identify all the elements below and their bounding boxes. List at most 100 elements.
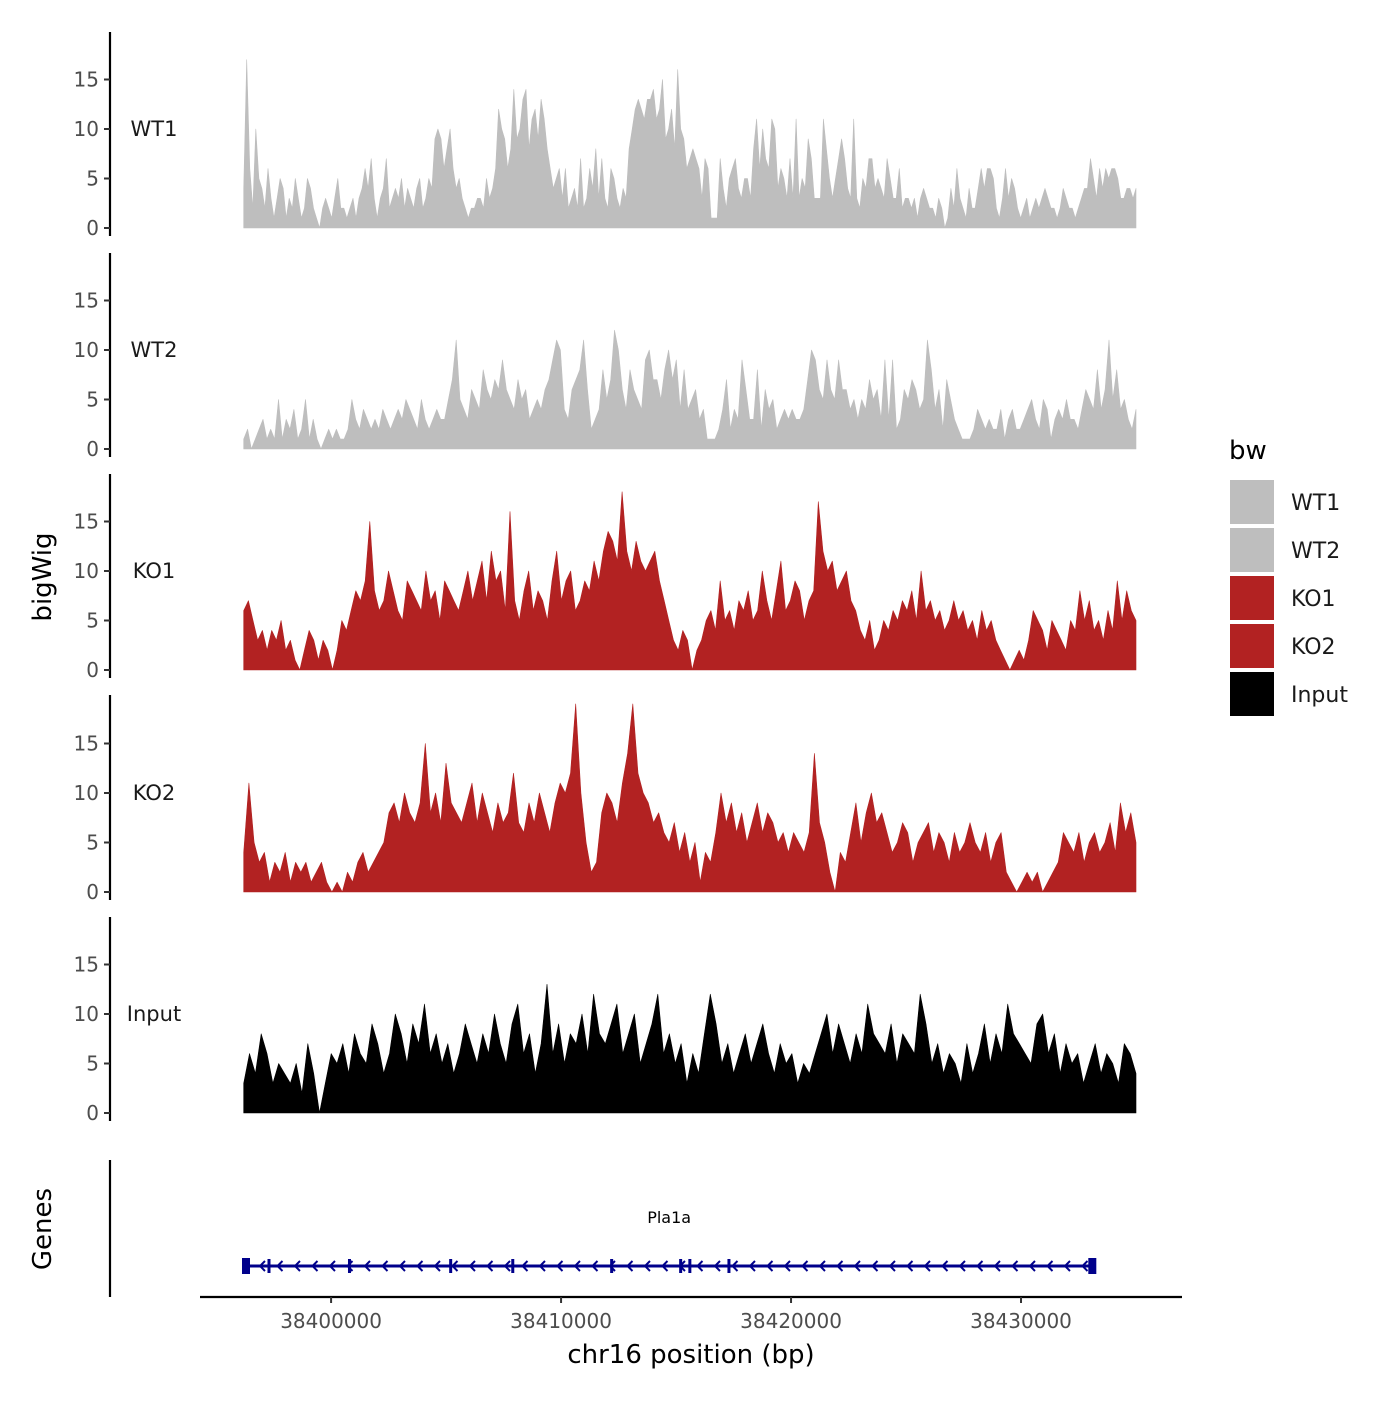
strand-arrow	[311, 1260, 319, 1272]
track-label: KO2	[133, 781, 176, 805]
strand-arrow	[626, 1260, 634, 1272]
y-tick-label: 15	[74, 68, 99, 92]
y-tick-label: 0	[86, 437, 99, 461]
strand-arrow	[696, 1260, 704, 1272]
y-tick-label: 0	[86, 880, 99, 904]
x-tick-label: 38420000	[740, 1309, 842, 1333]
legend-label: Input	[1291, 683, 1348, 708]
strand-arrow	[713, 1260, 721, 1272]
strand-arrow	[643, 1260, 651, 1272]
strand-arrow	[363, 1260, 371, 1272]
strand-arrow	[748, 1260, 756, 1272]
strand-arrow	[468, 1260, 476, 1272]
track-label: KO1	[133, 559, 176, 583]
exon	[347, 1259, 351, 1273]
legend-label: KO1	[1291, 587, 1336, 612]
y-tick-label: 10	[74, 1002, 99, 1026]
strand-arrow	[433, 1260, 441, 1272]
exon	[267, 1259, 271, 1273]
legend-swatch	[1230, 576, 1274, 620]
track-input: 0 5 10 15 Input	[74, 917, 1137, 1125]
strand-arrow	[328, 1260, 336, 1272]
legend-label: KO2	[1291, 635, 1336, 660]
y-tick-label: 5	[86, 167, 99, 191]
coverage-area-wt2	[243, 329, 1137, 450]
track-label: WT1	[131, 117, 178, 141]
legend-swatch	[1230, 528, 1274, 572]
legend-item-ko1: KO1	[1230, 576, 1336, 620]
strand-arrow	[661, 1260, 669, 1272]
coverage-area-ko2	[243, 703, 1137, 893]
strand-arrow	[906, 1260, 914, 1272]
x-tick-label: 38410000	[510, 1309, 612, 1333]
strand-arrow	[1081, 1260, 1089, 1272]
x-tick-label: 38430000	[970, 1309, 1072, 1333]
track-ko1: 0 5 10 15 KO1	[74, 474, 1137, 682]
strand-arrow	[783, 1260, 791, 1272]
strand-arrow	[731, 1260, 739, 1272]
exon	[679, 1259, 683, 1273]
legend: bw WT1 WT2 KO1 KO2 Input	[1229, 436, 1348, 716]
coverage-area-wt1	[243, 59, 1137, 229]
strand-arrow	[1063, 1260, 1071, 1272]
y-tick-label: 0	[86, 658, 99, 682]
strand-arrow	[993, 1260, 1001, 1272]
x-axis: 38400000 38410000 38420000 38430000 chr16 po…	[200, 1295, 1182, 1370]
y-tick-label: 5	[86, 831, 99, 855]
strand-arrow	[608, 1260, 616, 1272]
strand-arrow	[538, 1260, 546, 1272]
strand-arrow	[1046, 1260, 1054, 1272]
strand-arrow	[818, 1260, 826, 1272]
track-wt2: 0 5 10 15 WT2	[74, 253, 1137, 461]
exon	[727, 1259, 731, 1273]
strand-arrow	[381, 1260, 389, 1272]
exon	[688, 1259, 692, 1273]
legend-label: WT1	[1291, 491, 1340, 516]
y-tick-label: 15	[74, 510, 99, 534]
strand-arrow	[258, 1260, 266, 1272]
exon	[241, 1258, 250, 1274]
legend-swatch	[1230, 480, 1274, 524]
y-tick-label: 15	[74, 953, 99, 977]
y-tick-label: 5	[86, 609, 99, 633]
strand-arrow	[416, 1260, 424, 1272]
legend-item-wt2: WT2	[1230, 528, 1340, 572]
strand-arrow	[871, 1260, 879, 1272]
y-tick-label: 15	[74, 289, 99, 313]
legend-swatch	[1230, 672, 1274, 716]
strand-arrow	[503, 1260, 511, 1272]
y-tick-label: 5	[86, 388, 99, 412]
strand-arrow	[556, 1260, 564, 1272]
strand-arrow	[958, 1260, 966, 1272]
y-tick-label: 5	[86, 1052, 99, 1076]
strand-arrow	[888, 1260, 896, 1272]
strand-arrow	[521, 1260, 529, 1272]
strand-arrow	[293, 1260, 301, 1272]
gene-pla1a: Pla1a	[241, 1208, 1097, 1274]
strand-arrow	[276, 1260, 284, 1272]
y-tick-label: 10	[74, 559, 99, 583]
strand-arrow	[801, 1260, 809, 1272]
exon	[1088, 1258, 1097, 1274]
track-wt1: 0 5 10 15 WT1	[74, 32, 1137, 240]
x-axis-title: chr16 position (bp)	[567, 1340, 814, 1370]
y-tick-label: 0	[86, 1101, 99, 1125]
legend-item-wt1: WT1	[1230, 480, 1340, 524]
legend-item-ko2: KO2	[1230, 624, 1336, 668]
track-ko2: 0 5 10 15 KO2	[74, 695, 1137, 904]
track-label: WT2	[131, 338, 178, 362]
legend-label: WT2	[1291, 539, 1340, 564]
y-tick-label: 10	[74, 781, 99, 805]
strand-arrow	[1028, 1260, 1036, 1272]
strand-arrow	[766, 1260, 774, 1272]
y-axis-title: bigWig	[28, 532, 58, 621]
y-tick-label: 15	[74, 732, 99, 756]
strand-arrow	[853, 1260, 861, 1272]
coverage-area-ko1	[243, 491, 1137, 671]
exon	[610, 1259, 614, 1273]
exon	[449, 1259, 453, 1273]
genes-panel: Genes Pla1a	[28, 1160, 1097, 1297]
exon	[511, 1259, 515, 1273]
